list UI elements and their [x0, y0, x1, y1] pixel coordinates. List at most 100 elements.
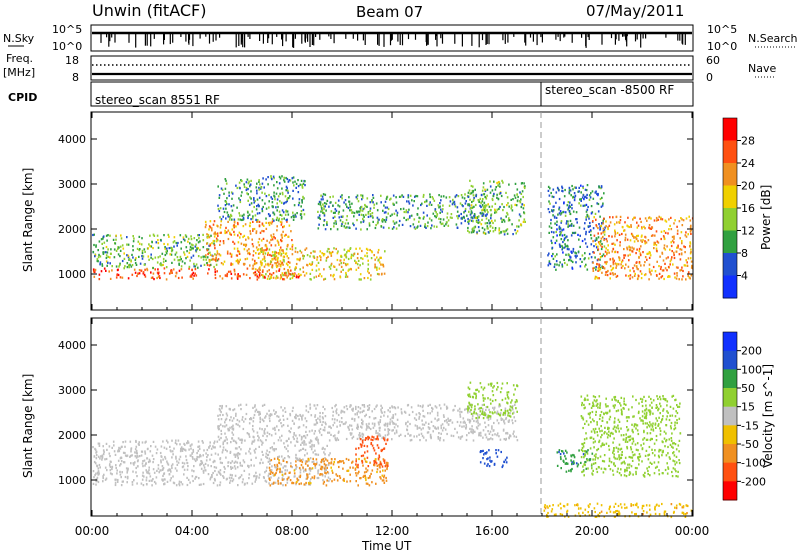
- echo-cell: [283, 272, 286, 275]
- echo-cell: [323, 205, 325, 208]
- echo-cell: [638, 261, 641, 264]
- echo-cell: [321, 252, 323, 255]
- echo-cell: [345, 405, 348, 408]
- echo-cell: [629, 253, 631, 256]
- echo-cell: [619, 244, 621, 247]
- echo-cell: [442, 195, 445, 198]
- echo-cell: [269, 214, 271, 217]
- echo-cell: [424, 200, 426, 204]
- echo-cell: [112, 440, 115, 443]
- echo-cell: [363, 215, 365, 218]
- echo-cell: [255, 262, 258, 265]
- echo-cell: [270, 273, 273, 276]
- echo-cell: [206, 233, 208, 236]
- echo-cell: [489, 221, 492, 224]
- echo-cell: [592, 197, 595, 200]
- echo-cell: [635, 237, 638, 240]
- echo-cell: [271, 178, 273, 181]
- echo-cell: [394, 413, 397, 416]
- echo-cell: [454, 195, 457, 198]
- echo-cell: [249, 232, 252, 235]
- echo-cell: [464, 421, 466, 424]
- echo-cell: [409, 194, 412, 197]
- echo-cell: [374, 263, 376, 266]
- echo-cell: [382, 469, 384, 472]
- echo-cell: [116, 273, 118, 277]
- echo-cell: [365, 413, 367, 416]
- echo-cell: [506, 213, 509, 216]
- echo-cell: [605, 225, 607, 228]
- echo-cell: [609, 272, 612, 275]
- echo-cell: [250, 218, 252, 221]
- echo-cell: [186, 462, 189, 465]
- echo-cell: [268, 241, 271, 244]
- echo-cell: [140, 482, 143, 485]
- echo-cell: [211, 474, 213, 477]
- echo-cell: [503, 422, 506, 425]
- echo-cell: [329, 478, 331, 481]
- echo-cell: [346, 251, 348, 254]
- echo-cell: [248, 213, 251, 216]
- echo-cell: [432, 425, 435, 428]
- echo-cell: [263, 265, 266, 268]
- echo-cell: [352, 222, 354, 225]
- echo-cell: [482, 457, 484, 460]
- echo-cell: [193, 465, 195, 468]
- echo-cell: [225, 207, 227, 210]
- echo-cell: [294, 266, 297, 269]
- echo-cell: [488, 414, 491, 418]
- echo-cell: [244, 223, 247, 226]
- echo-cell: [486, 451, 488, 454]
- echo-cell: [352, 435, 355, 438]
- echo-cell: [636, 221, 638, 224]
- echo-cell: [288, 429, 290, 433]
- echo-cell: [202, 454, 204, 457]
- echo-cell: [415, 194, 417, 198]
- echo-cell: [193, 262, 195, 265]
- echo-cell: [250, 202, 253, 205]
- echo-cell: [556, 228, 558, 231]
- echo-cell: [452, 198, 454, 201]
- echo-cell: [322, 412, 324, 415]
- echo-cell: [378, 261, 381, 264]
- echo-cell: [264, 192, 266, 195]
- echo-cell: [152, 440, 155, 443]
- echo-cell: [491, 205, 493, 208]
- echo-cell: [326, 479, 328, 482]
- echo-cell: [375, 452, 377, 455]
- echo-cell: [238, 446, 241, 449]
- echo-cell: [302, 195, 304, 198]
- echo-cell: [99, 457, 101, 460]
- echo-cell: [185, 257, 187, 260]
- echo-cell: [616, 221, 618, 224]
- echo-cell: [305, 477, 308, 480]
- echo-cell: [101, 456, 104, 459]
- echo-cell: [165, 266, 168, 269]
- echo-cell: [297, 185, 300, 188]
- echo-cell: [186, 442, 188, 445]
- echo-cell: [377, 446, 380, 449]
- echo-cell: [458, 214, 460, 217]
- echo-cell: [481, 412, 484, 415]
- echo-cell: [494, 411, 496, 414]
- echo-cell: [239, 258, 241, 261]
- echo-cell: [338, 475, 341, 478]
- echo-cell: [607, 249, 609, 252]
- echo-cell: [478, 229, 481, 232]
- echo-cell: [268, 466, 271, 469]
- echo-cell: [483, 232, 486, 235]
- echo-cell: [607, 227, 609, 231]
- echo-cell: [301, 415, 303, 418]
- echo-cell: [326, 223, 328, 226]
- echo-cell: [337, 438, 340, 441]
- echo-cell: [314, 414, 317, 417]
- echo-cell: [469, 179, 471, 182]
- echo-cell: [434, 215, 436, 218]
- echo-cell: [272, 482, 275, 485]
- echo-cell: [217, 428, 220, 431]
- echo-cell: [100, 238, 103, 241]
- echo-cell: [278, 268, 281, 271]
- echo-cell: [123, 461, 126, 464]
- echo-cell: [217, 204, 219, 207]
- echo-cell: [199, 248, 201, 251]
